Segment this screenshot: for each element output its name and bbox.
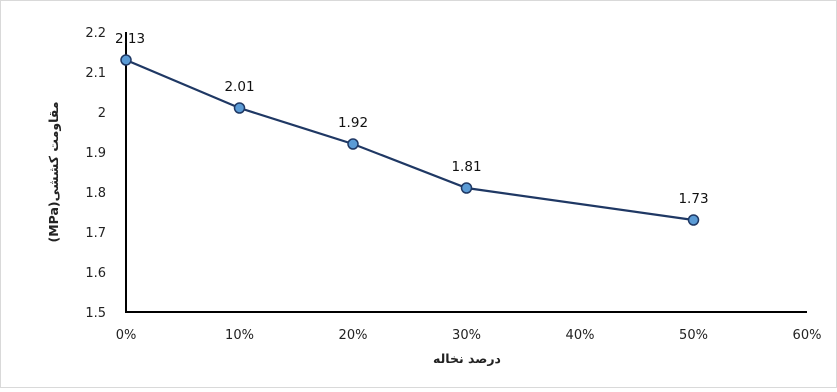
y-tick-label: 1.6: [85, 266, 106, 281]
data-point: [460, 182, 473, 194]
x-tick-label: 10%: [225, 328, 254, 343]
x-tick-label: 40%: [566, 328, 595, 343]
x-tick-label: 30%: [452, 328, 481, 343]
x-axis-ticks: 0% 10% 20% 30% 40% 50% 60%: [116, 328, 822, 343]
y-tick-label: 1.7: [85, 226, 106, 241]
data-label: 2.13: [115, 31, 145, 47]
y-tick-label: 1.8: [85, 186, 106, 201]
data-labels: 2.13 2.01 1.92 1.81 1.73: [115, 31, 709, 207]
x-axis-title: درصد نخاله: [433, 351, 501, 366]
data-point: [687, 214, 700, 226]
y-tick-label: 1.5: [85, 306, 106, 321]
y-tick-label: 2.2: [85, 26, 106, 41]
data-points: [120, 54, 700, 226]
x-tick-label: 20%: [339, 328, 368, 343]
x-tick-label: 0%: [116, 328, 137, 343]
data-point: [120, 54, 132, 66]
data-label: 1.73: [678, 191, 708, 207]
data-label: 1.92: [338, 115, 368, 131]
data-point: [233, 102, 246, 114]
y-axis-ticks: 1.5 1.6 1.7 1.8 1.9 2 2.1 2.2: [85, 26, 106, 321]
data-label: 1.81: [451, 159, 481, 175]
y-tick-label: 2: [98, 106, 106, 121]
x-tick-label: 50%: [679, 328, 708, 343]
y-axis-title: مقاومت کششی(MPa): [46, 101, 61, 242]
x-tick-label: 60%: [793, 328, 822, 343]
data-label: 2.01: [224, 79, 254, 95]
y-tick-label: 2.1: [85, 66, 106, 81]
data-point: [347, 138, 359, 150]
y-tick-label: 1.9: [85, 146, 106, 161]
